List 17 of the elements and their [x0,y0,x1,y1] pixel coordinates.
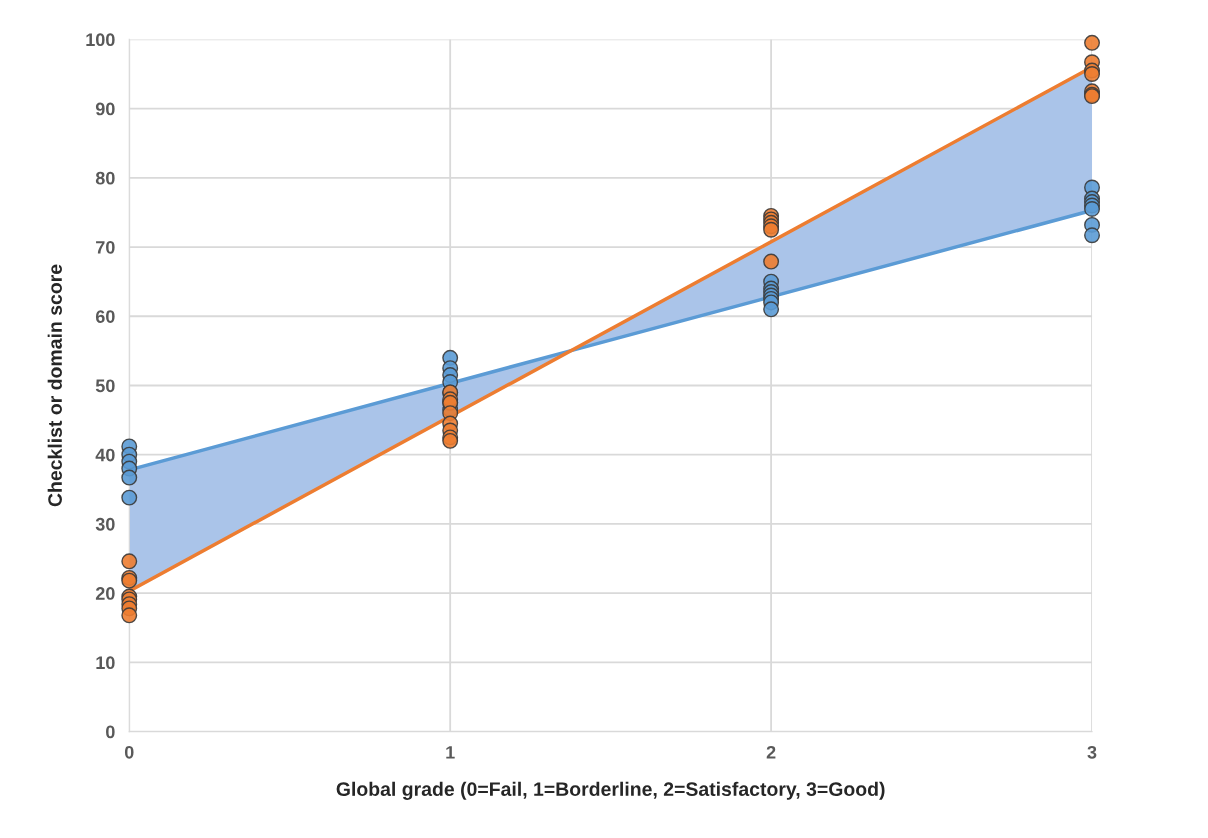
y-tick-label: 40 [95,448,115,462]
y-tick-label: 60 [95,310,115,323]
y-tick-label: 70 [96,240,115,254]
y-tick-label: 100 [86,33,115,47]
y-axis-title: Checklist or domain score [47,264,62,507]
x-axis-title: Global grade (0=Fail, 1=Borderline, 2=Satisfactory, 3=Good) [336,781,885,800]
x-tick-label: 3 [1087,745,1097,759]
x-tick-label: 2 [766,745,776,759]
y-tick-label: 50 [95,379,115,393]
x-tick-label: 0 [124,745,134,759]
y-tick-label: 90 [95,102,115,116]
y-tick-label: 10 [96,656,115,670]
x-tick-label: 1 [446,746,455,759]
y-tick-label: 80 [95,171,115,185]
y-tick-label: 0 [106,725,115,739]
y-tick-label: 20 [95,587,115,600]
y-tick-label: 30 [95,517,115,531]
